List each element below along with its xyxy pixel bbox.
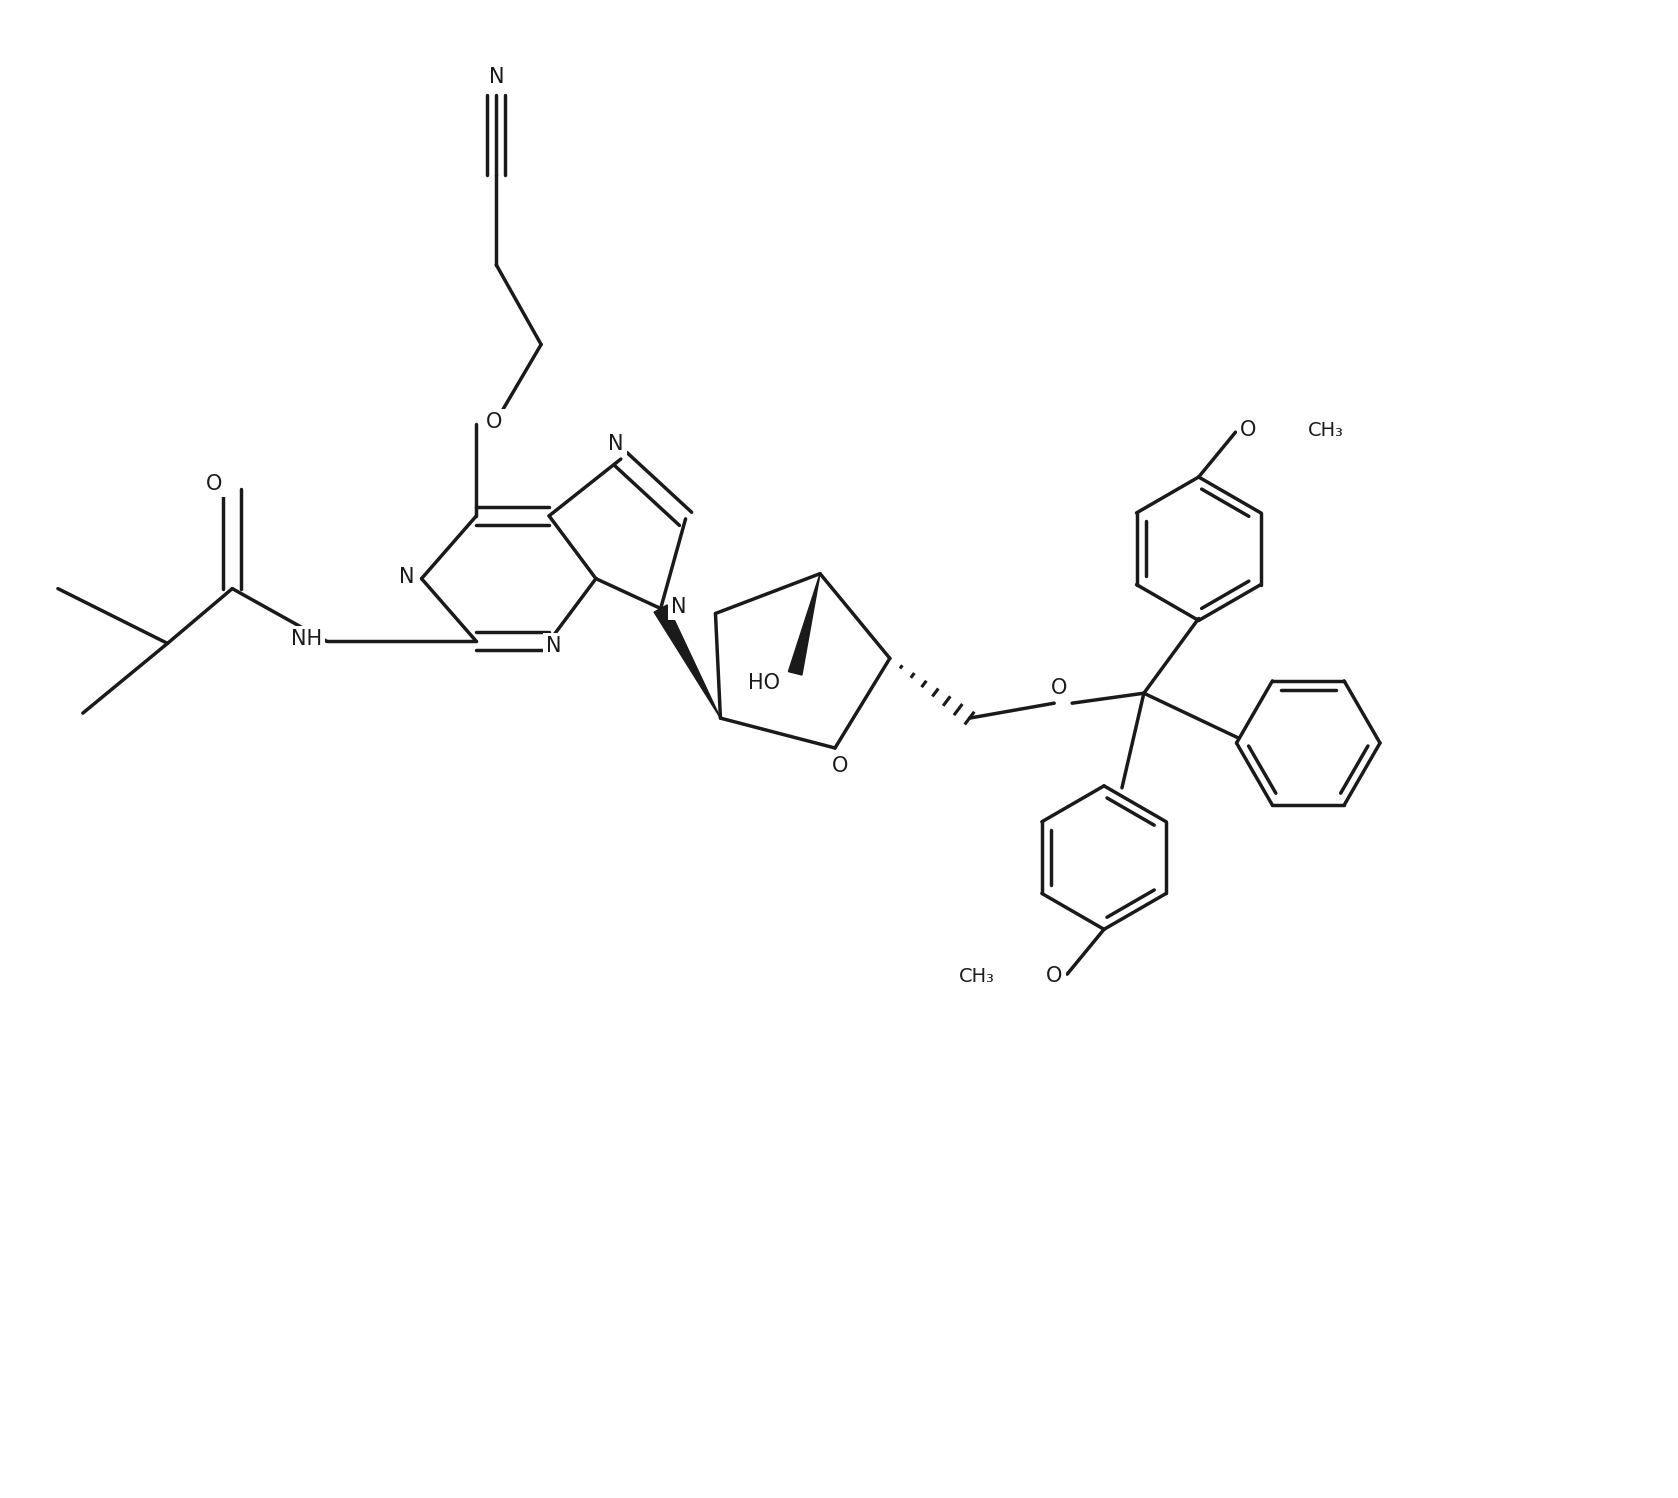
Text: CH₃: CH₃ — [958, 966, 995, 986]
Text: O: O — [832, 756, 847, 776]
Text: O: O — [487, 412, 502, 433]
Text: N: N — [399, 566, 414, 587]
Text: N: N — [607, 434, 624, 454]
Text: N: N — [488, 67, 503, 87]
Polygon shape — [654, 605, 720, 718]
Polygon shape — [789, 574, 821, 676]
Text: O: O — [1045, 966, 1062, 986]
Text: N: N — [671, 596, 686, 617]
Text: CH₃: CH₃ — [1309, 421, 1344, 440]
Text: O: O — [1050, 679, 1067, 698]
Text: NH: NH — [290, 629, 322, 650]
Text: O: O — [1240, 419, 1257, 440]
Text: O: O — [206, 473, 223, 494]
Text: HO: HO — [748, 673, 780, 694]
Text: N: N — [547, 637, 562, 656]
